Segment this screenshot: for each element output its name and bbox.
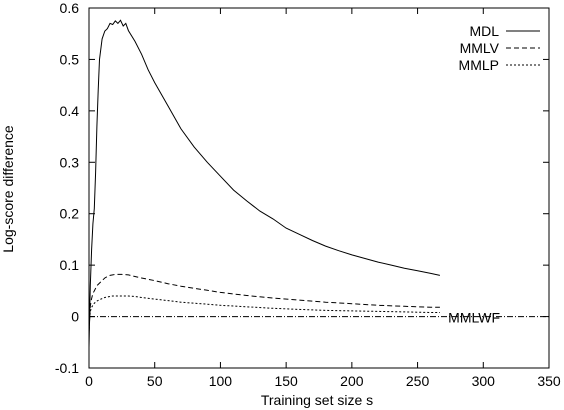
y-tick-label: 0.4: [60, 103, 80, 119]
series-layer: [88, 19, 549, 348]
y-tick-label: 0.3: [60, 154, 80, 170]
legend-label-mmlp: MMLP: [459, 57, 499, 73]
x-tick-label: 50: [147, 373, 163, 389]
x-tick-label: 200: [340, 373, 364, 389]
x-axis-title: Training set size s: [261, 392, 373, 408]
x-tick-label: 300: [472, 373, 496, 389]
legend-label-mmlv: MMLV: [460, 40, 500, 56]
y-tick-label: -0.1: [55, 360, 79, 376]
tick-labels: 0 50 100 150 200 250 300 350 -0.1 0 0.1 0.2 0.3 0.4 0.…: [55, 0, 561, 389]
y-tick-label: 0.5: [60, 51, 80, 67]
y-tick-label: 0.6: [60, 0, 80, 16]
y-tick-label: 0.1: [60, 257, 80, 273]
y-axis-title: Log-score difference: [0, 125, 16, 253]
axes: [88, 7, 550, 369]
series-line-mdl: [88, 19, 441, 348]
y-tick-label: 0.2: [60, 206, 80, 222]
x-tick-label: 100: [209, 373, 233, 389]
x-tick-label: 150: [274, 373, 298, 389]
x-tick-label: 250: [406, 373, 430, 389]
x-tick-label: 350: [537, 373, 561, 389]
plot-frame: [88, 7, 550, 369]
y-tick-label: 0: [71, 309, 79, 325]
x-tick-label: 0: [85, 373, 93, 389]
series-line-mmlv: [88, 273, 440, 333]
annotation-label: MMLWF: [448, 310, 500, 326]
annotations: MMLWF: [448, 310, 500, 326]
series-line-mmlp: [88, 295, 440, 327]
legend-label-mdl: MDL: [469, 23, 499, 39]
